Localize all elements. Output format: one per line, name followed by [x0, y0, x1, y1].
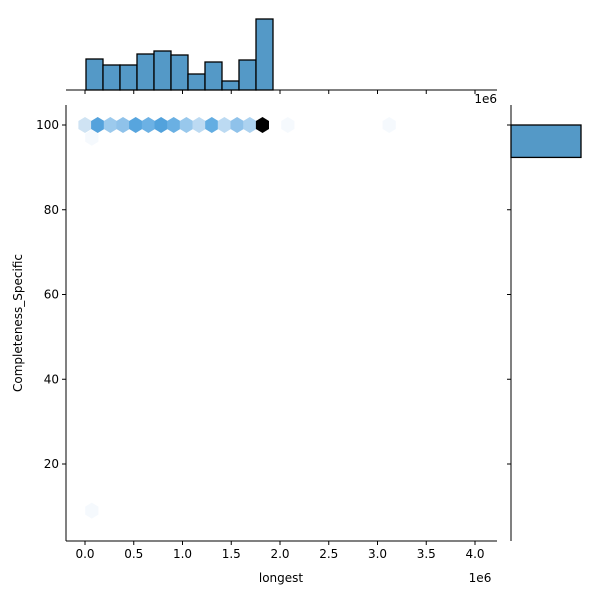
hexbin-cell — [91, 117, 105, 133]
hexbin-cell — [129, 117, 143, 133]
x-axis-ticks: 0.0 0.5 1.0 1.5 2.0 2.5 3.0 3.5 4.0 — [75, 541, 485, 561]
top-hist-bar — [204, 61, 223, 91]
hexbin-cells — [78, 117, 396, 519]
y-tick-label: 20 — [44, 457, 59, 471]
y-tick-label: 60 — [44, 288, 59, 302]
hexbin-cell — [382, 117, 396, 133]
top-hist-bar — [255, 18, 274, 91]
x-tick-label: 0.0 — [75, 547, 94, 561]
hexbin-cell — [192, 117, 206, 133]
hexbin-cell — [205, 117, 219, 133]
hexbin-cell — [255, 117, 269, 133]
hexbin-cell — [103, 117, 117, 133]
x-tick-label: 2.5 — [319, 547, 338, 561]
x-tick-label: 3.0 — [368, 547, 387, 561]
hexbin-cell — [230, 117, 244, 133]
top-hist-ticks — [84, 90, 476, 94]
top-marginal-histogram — [85, 18, 274, 91]
hexbin-cell — [179, 117, 193, 133]
y-axis-label: Completeness_Specific — [11, 254, 25, 392]
y-tick-label: 100 — [36, 118, 59, 132]
top-offset-label: 1e6 — [474, 92, 497, 106]
top-hist-bar — [238, 59, 257, 91]
top-hist-bar — [221, 80, 240, 91]
x-tick-label: 0.5 — [124, 547, 143, 561]
top-hist-bar — [85, 58, 104, 91]
x-tick-label: 1.0 — [173, 547, 192, 561]
hexbin-cell — [116, 117, 130, 133]
y-tick-label: 40 — [44, 372, 59, 386]
hexbin-cell — [85, 129, 99, 146]
x-axis-label: longest — [259, 571, 304, 585]
x-tick-label: 4.0 — [465, 547, 484, 561]
top-hist-bar — [136, 53, 155, 91]
hexbin-cell — [141, 117, 155, 133]
top-hist-bar — [153, 50, 172, 91]
hexbin-cell — [154, 117, 168, 133]
y-axis-ticks: 20 40 60 80 100 — [36, 118, 66, 471]
y-tick-label: 80 — [44, 203, 59, 217]
top-hist-bar — [187, 73, 206, 91]
top-hist-bar — [170, 54, 189, 91]
top-hist-bar — [102, 64, 121, 91]
top-hist-bar — [119, 64, 138, 91]
hexbin-cell — [243, 117, 257, 133]
right-hist-bar — [510, 124, 582, 159]
right-hist-ticks — [507, 124, 511, 465]
x-tick-label: 1.5 — [222, 547, 241, 561]
hexbin-cell — [217, 117, 231, 133]
x-tick-label: 2.0 — [270, 547, 289, 561]
hexbin-cell — [85, 502, 99, 519]
x-offset-label: 1e6 — [469, 571, 492, 585]
hexbin-cell — [78, 117, 92, 133]
x-tick-label: 3.5 — [417, 547, 436, 561]
right-marginal-histogram — [510, 124, 582, 159]
hexbin-cell — [281, 117, 295, 133]
hexbin-cell — [167, 117, 181, 133]
